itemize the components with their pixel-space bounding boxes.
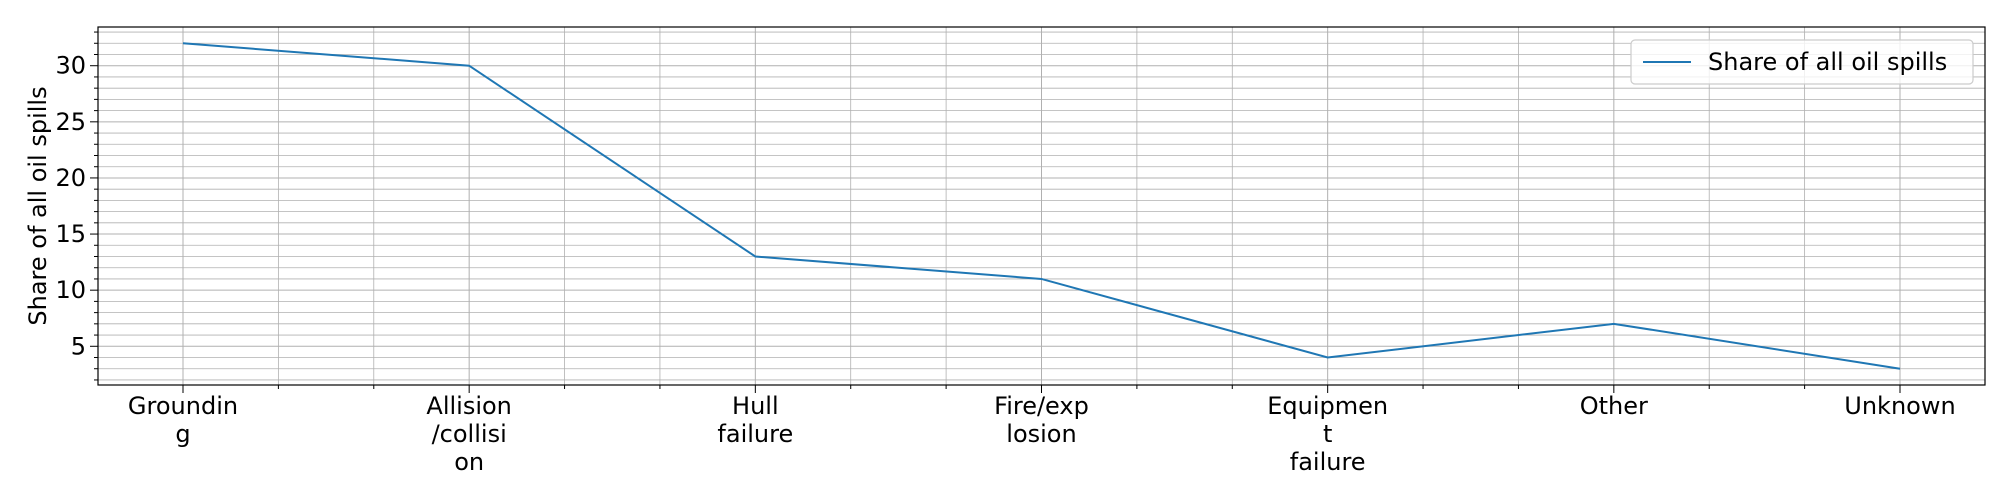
series-layer bbox=[182, 42, 1901, 370]
x-tick-label: Hull failure bbox=[717, 392, 793, 448]
y-axis-title: Share of all oil spills bbox=[24, 86, 52, 325]
y-tick-label: 15 bbox=[55, 220, 86, 248]
y-tick-label: 10 bbox=[55, 276, 86, 304]
legend-box bbox=[1630, 39, 1974, 85]
x-tick-label: Allision/collisi on bbox=[426, 392, 512, 476]
x-tick-label: Unknown bbox=[1844, 392, 1955, 420]
y-tick-labels: 5 10 15 20 25 30 bbox=[55, 52, 86, 361]
axis-ticks bbox=[90, 31, 1901, 393]
x-tick-label: Other bbox=[1580, 392, 1648, 420]
x-tick-label: Groundin g bbox=[128, 392, 238, 448]
x-tick-label: Fire/exp losion bbox=[994, 392, 1089, 448]
y-tick-label: 30 bbox=[55, 52, 86, 80]
y-tick-label: 20 bbox=[55, 164, 86, 192]
y-tick-label: 25 bbox=[55, 108, 86, 136]
x-tick-label: Equipmen t failure bbox=[1267, 392, 1388, 476]
y-tick-label: 5 bbox=[71, 332, 86, 360]
legend-label: Share of all oil spills bbox=[1708, 48, 1947, 76]
legend: Share of all oil spills bbox=[1630, 39, 1974, 85]
series-line bbox=[182, 42, 1901, 370]
x-tick-labels: Groundin g Allision/collisi on Hull failure Fi… bbox=[128, 392, 1956, 476]
